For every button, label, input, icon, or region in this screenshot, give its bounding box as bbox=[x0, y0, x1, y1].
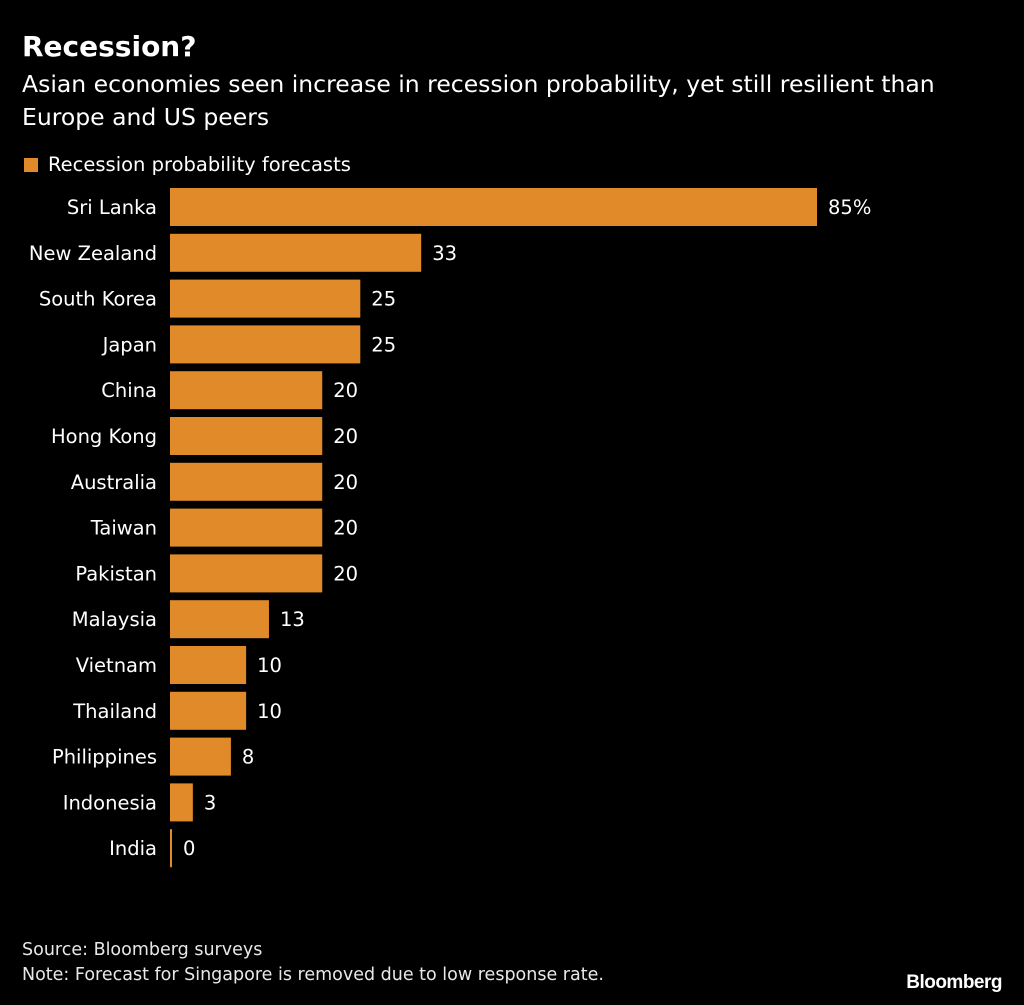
category-label: China bbox=[101, 379, 157, 402]
bar bbox=[170, 508, 323, 547]
legend: Recession probability forecasts bbox=[24, 153, 351, 176]
data-label: 0 bbox=[183, 837, 195, 860]
category-label: Taiwan bbox=[90, 517, 157, 540]
category-label: New Zealand bbox=[29, 242, 157, 265]
bar bbox=[170, 462, 323, 501]
bar bbox=[170, 188, 817, 226]
category-label: South Korea bbox=[39, 288, 157, 311]
data-label: 25 bbox=[371, 333, 396, 356]
data-label: 20 bbox=[333, 425, 358, 448]
bloomberg-logo: Bloomberg bbox=[906, 972, 1002, 993]
footer: Source: Bloomberg surveys Note: Forecast… bbox=[22, 938, 604, 988]
bar bbox=[170, 371, 323, 410]
bar bbox=[170, 646, 247, 684]
bar bbox=[170, 325, 361, 364]
data-label: 33 bbox=[432, 242, 457, 265]
data-label: 10 bbox=[257, 654, 282, 677]
bar bbox=[170, 279, 361, 318]
category-label: Sri Lanka bbox=[67, 196, 157, 219]
bar bbox=[170, 737, 231, 776]
category-label: Hong Kong bbox=[51, 425, 157, 448]
category-label: Philippines bbox=[52, 746, 157, 769]
category-label: Vietnam bbox=[76, 654, 157, 677]
data-label: 20 bbox=[333, 379, 358, 402]
source-note: Source: Bloomberg surveys bbox=[22, 940, 263, 960]
category-label: Thailand bbox=[72, 700, 157, 723]
data-label: 13 bbox=[280, 608, 305, 631]
bar bbox=[170, 691, 247, 730]
data-label: 20 bbox=[333, 471, 358, 494]
bar bbox=[170, 783, 193, 822]
category-label: Australia bbox=[71, 471, 157, 494]
bar bbox=[170, 554, 323, 593]
data-label: 20 bbox=[333, 517, 358, 540]
data-label: 8 bbox=[242, 746, 254, 769]
data-label: 25 bbox=[371, 288, 396, 311]
chart-subtitle: Asian economies seen increase in recessi… bbox=[22, 70, 935, 131]
bar bbox=[170, 600, 269, 639]
legend-label: Recession probability forecasts bbox=[48, 153, 351, 176]
category-label: Pakistan bbox=[75, 562, 157, 585]
category-label: India bbox=[109, 837, 157, 860]
chart-title: Recession? bbox=[22, 30, 197, 63]
data-label: 3 bbox=[204, 791, 216, 814]
bar bbox=[170, 233, 422, 272]
data-label: 20 bbox=[333, 562, 358, 585]
category-label: Malaysia bbox=[72, 608, 157, 631]
bar bbox=[170, 829, 172, 868]
bar bbox=[170, 417, 323, 455]
data-label: 85% bbox=[828, 196, 871, 219]
legend-swatch bbox=[24, 157, 38, 172]
data-label: 10 bbox=[257, 700, 282, 723]
category-label: Indonesia bbox=[63, 791, 157, 814]
category-label: Japan bbox=[101, 333, 157, 356]
footnote: Note: Forecast for Singapore is removed … bbox=[22, 965, 604, 985]
